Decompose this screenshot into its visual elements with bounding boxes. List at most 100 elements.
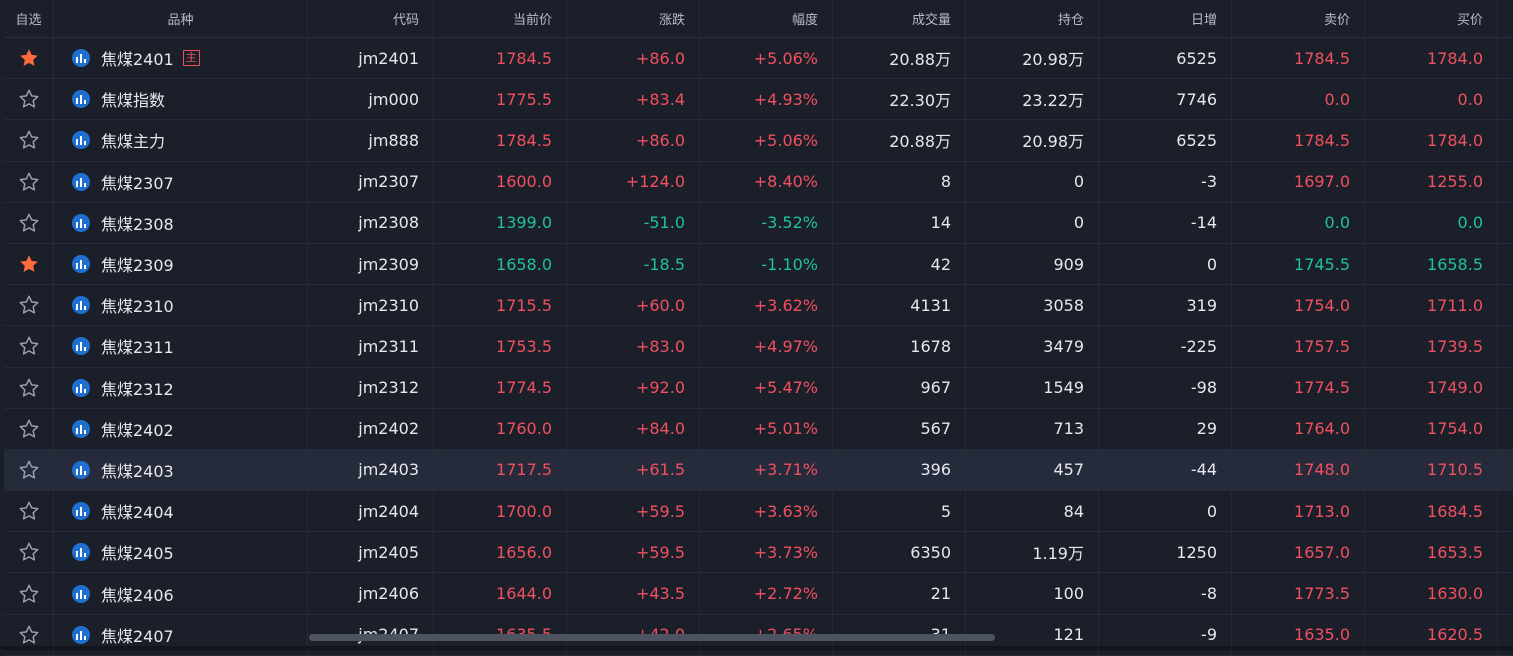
table-row[interactable]: 焦煤指数 jm000 1775.5 +83.4 +4.93% 22.30万 23.22万 77…	[4, 79, 1513, 121]
name-cell[interactable]: 焦煤指数	[54, 79, 308, 120]
volume-cell: 22.30万	[833, 79, 966, 120]
table-row[interactable]: 焦煤2310 jm2310 1715.5 +60.0 +3.62% 4131 3058 319…	[4, 285, 1513, 327]
bar-chart-icon[interactable]	[72, 378, 90, 397]
bar-chart-icon[interactable]	[72, 296, 90, 315]
table-row[interactable]: 焦煤2401 主 jm2401 1784.5 +86.0 +5.06% 20.88万 20.9…	[4, 38, 1513, 80]
star-outline-icon[interactable]	[4, 120, 54, 161]
star-outline-icon[interactable]	[4, 449, 54, 491]
name-cell[interactable]: 焦煤2309	[54, 243, 308, 285]
star-outline-icon[interactable]	[4, 161, 54, 202]
change-cell: +59.5	[567, 532, 700, 573]
table-row[interactable]: 焦煤2307 jm2307 1600.0 +124.0 +8.40% 8 0 -3 1697.0…	[4, 161, 1513, 203]
bar-chart-icon[interactable]	[72, 543, 90, 562]
star-filled-icon[interactable]	[4, 243, 54, 285]
ask-cell: 1745.5	[1232, 243, 1365, 285]
bar-chart-icon[interactable]	[72, 337, 90, 356]
name-cell[interactable]: 焦煤2404	[54, 491, 308, 532]
name-cell[interactable]: 焦煤2307	[54, 161, 308, 202]
star-outline-icon[interactable]	[4, 532, 54, 573]
header-ask[interactable]: 卖价	[1232, 0, 1365, 37]
star-outline-icon[interactable]	[4, 491, 54, 532]
price-cell: 1715.5	[434, 285, 567, 326]
bar-chart-icon[interactable]	[72, 419, 90, 438]
star-outline-icon[interactable]	[4, 326, 54, 367]
volume-cell: 1678	[833, 326, 966, 367]
bar-chart-icon[interactable]	[72, 584, 90, 603]
header-name[interactable]: 品种	[54, 0, 308, 37]
bar-chart-icon[interactable]	[72, 213, 90, 232]
bottom-border	[0, 646, 1513, 650]
name-cell[interactable]: 焦煤2405	[54, 532, 308, 573]
bar-chart-icon[interactable]	[72, 502, 90, 521]
star-outline-icon[interactable]	[4, 285, 54, 326]
table-row[interactable]: 焦煤2406 jm2406 1644.0 +43.5 +2.72% 21 100 -8 1773…	[4, 573, 1513, 615]
name-cell[interactable]: 焦煤2407	[54, 614, 308, 655]
horizontal-scrollbar[interactable]	[309, 634, 995, 641]
ask-cell: 1635.0	[1232, 614, 1365, 655]
name-cell[interactable]: 焦煤2401 主	[54, 38, 308, 79]
bid-cell: 0.0	[1365, 79, 1498, 120]
name-cell[interactable]: 焦煤2308	[54, 202, 308, 243]
star-outline-icon[interactable]	[4, 367, 54, 408]
row-spacer	[1498, 38, 1513, 78]
header-price[interactable]: 当前价	[434, 0, 567, 37]
code-cell: jm2311	[308, 326, 434, 367]
star-outline-icon[interactable]	[4, 573, 54, 614]
daily-cell: -225	[1099, 326, 1232, 367]
change-cell: +61.5	[567, 449, 700, 491]
table-row[interactable]: 焦煤主力 jm888 1784.5 +86.0 +5.06% 20.88万 20.98万 65…	[4, 120, 1513, 162]
daily-cell: 319	[1099, 285, 1232, 326]
bar-chart-icon[interactable]	[72, 49, 90, 68]
table-row[interactable]: 焦煤2402 jm2402 1760.0 +84.0 +5.01% 567 713 29 176…	[4, 408, 1513, 450]
name-cell[interactable]: 焦煤2311	[54, 326, 308, 367]
change-cell: +43.5	[567, 573, 700, 614]
name-cell[interactable]: 焦煤2403	[54, 449, 308, 491]
name-cell[interactable]: 焦煤2402	[54, 408, 308, 449]
bar-chart-icon[interactable]	[72, 625, 90, 644]
star-outline-icon[interactable]	[4, 408, 54, 449]
star-outline-icon[interactable]	[4, 202, 54, 243]
main-contract-badge: 主	[182, 50, 200, 67]
daily-cell: 6525	[1099, 38, 1232, 79]
header-fav[interactable]: 自选	[4, 0, 54, 37]
bar-chart-icon[interactable]	[72, 131, 90, 150]
header-oi[interactable]: 持仓	[966, 0, 1099, 37]
header-volume[interactable]: 成交量	[833, 0, 966, 37]
name-cell[interactable]: 焦煤2312	[54, 367, 308, 408]
header-daily[interactable]: 日增	[1099, 0, 1232, 37]
code-cell: jm2312	[308, 367, 434, 408]
change-cell: -18.5	[567, 243, 700, 285]
header-pct[interactable]: 幅度	[700, 0, 833, 37]
table-row[interactable]: 焦煤2404 jm2404 1700.0 +59.5 +3.63% 5 84 0 1713.0 1…	[4, 491, 1513, 533]
star-filled-icon[interactable]	[4, 38, 54, 79]
pct-cell: +3.71%	[700, 449, 833, 491]
pct-cell: +8.40%	[700, 161, 833, 202]
header-change[interactable]: 涨跌	[567, 0, 700, 37]
bar-chart-icon[interactable]	[72, 172, 90, 191]
header-code[interactable]: 代码	[308, 0, 434, 37]
bid-cell: 1784.0	[1365, 38, 1498, 79]
table-row[interactable]: 焦煤2309 jm2309 1658.0 -18.5 -1.10% 42 909 0 1745.…	[4, 243, 1513, 286]
header-bid[interactable]: 买价	[1365, 0, 1498, 37]
ask-cell: 1697.0	[1232, 161, 1365, 202]
bid-cell: 0.0	[1365, 202, 1498, 243]
bar-chart-icon[interactable]	[72, 460, 90, 479]
table-row[interactable]: 焦煤2405 jm2405 1656.0 +59.5 +3.73% 6350 1.19万 12…	[4, 532, 1513, 574]
oi-cell: 20.98万	[966, 120, 1099, 161]
price-cell: 1784.5	[434, 38, 567, 79]
table-row[interactable]: 焦煤2308 jm2308 1399.0 -51.0 -3.52% 14 0 -14 0.0 0.…	[4, 202, 1513, 244]
name-cell[interactable]: 焦煤主力	[54, 120, 308, 161]
table-row[interactable]: 焦煤2311 jm2311 1753.5 +83.0 +4.97% 1678 3479 -22…	[4, 326, 1513, 368]
table-row[interactable]: 焦煤2403 jm2403 1717.5 +61.5 +3.71% 396 457 -44 17…	[4, 449, 1513, 492]
contract-name: 焦煤2403	[101, 461, 174, 481]
name-cell[interactable]: 焦煤2406	[54, 573, 308, 614]
bar-chart-icon[interactable]	[72, 90, 90, 109]
star-outline-icon[interactable]	[4, 614, 54, 655]
name-cell[interactable]: 焦煤2310	[54, 285, 308, 326]
volume-cell: 396	[833, 449, 966, 491]
bar-chart-icon[interactable]	[72, 255, 90, 274]
table-row[interactable]: 焦煤2312 jm2312 1774.5 +92.0 +5.47% 967 1549 -98 1…	[4, 367, 1513, 409]
row-spacer	[1498, 368, 1513, 408]
star-outline-icon[interactable]	[4, 79, 54, 120]
change-cell: +124.0	[567, 161, 700, 202]
